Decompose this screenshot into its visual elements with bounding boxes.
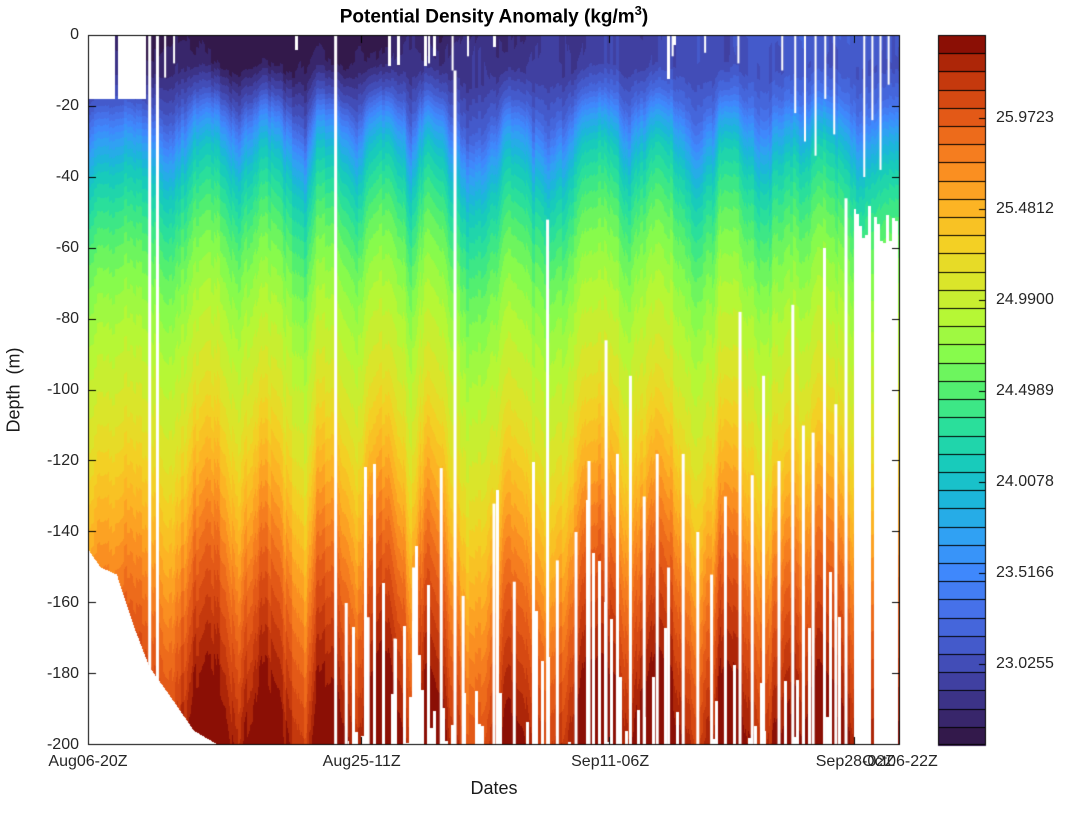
x-axis-label: Dates: [470, 778, 518, 798]
y-axis-label: Depth (m): [3, 347, 24, 433]
y-tick-label-4: -80: [55, 310, 79, 327]
y-tick-label-6: -120: [46, 452, 79, 469]
y-tick-label-3: -60: [55, 239, 79, 256]
colorbar-tick-label-3: 24.4989: [996, 382, 1054, 400]
chart-title-text: Potential Density Anomaly (kg/m: [339, 6, 635, 28]
y-tick-label-7: -140: [46, 523, 79, 540]
colorbar-tick-label-6: 23.0255: [996, 655, 1054, 673]
chart-title: Potential Density Anomaly (kg/m3): [340, 3, 648, 28]
colorbar-tick-label-2: 24.9900: [996, 291, 1054, 309]
y-tick-label-0: 0: [70, 26, 79, 43]
x-tick-label-0: Aug06-20Z: [48, 753, 128, 770]
y-tick-label-9: -180: [46, 665, 79, 682]
y-tick-label-10: -200: [46, 736, 79, 753]
y-tick-label-1: -20: [55, 97, 79, 114]
x-tick-label-3: Sep28-02Z: [815, 753, 895, 770]
chart-title-superscript: 3: [634, 3, 642, 18]
colorbar-tick-label-5: 23.5166: [996, 564, 1054, 582]
x-tick-label-4: Oct06-22Z: [862, 753, 938, 770]
x-tick-label-2: Sep11-06Z: [571, 753, 650, 770]
y-tick-label-2: -40: [55, 168, 79, 185]
colorbar-tick-label-4: 24.0078: [996, 473, 1054, 491]
y-tick-label-8: -160: [46, 594, 79, 611]
colorbar-tick-label-0: 25.9723: [996, 109, 1054, 127]
chart-title-suffix: ): [641, 6, 649, 28]
y-tick-label-5: -100: [46, 381, 79, 398]
x-tick-label-1: Aug25-11Z: [322, 753, 401, 770]
colorbar-tick-label-1: 25.4812: [996, 200, 1054, 218]
